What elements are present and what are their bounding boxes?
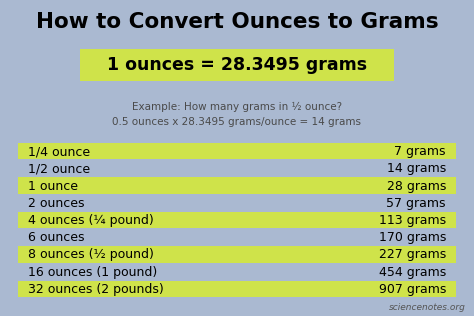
Text: 227 grams: 227 grams [379, 248, 446, 261]
Text: 14 grams: 14 grams [387, 162, 446, 175]
Text: 6 ounces: 6 ounces [28, 231, 84, 244]
Bar [80, 49, 394, 81]
Bar [18, 178, 456, 194]
Text: 1/4 ounce: 1/4 ounce [28, 145, 90, 158]
Text: 1 ounces = 28.3495 grams: 1 ounces = 28.3495 grams [107, 56, 367, 74]
Text: 0.5 ounces x 28.3495 grams/ounce = 14 grams: 0.5 ounces x 28.3495 grams/ounce = 14 gr… [112, 117, 362, 127]
Text: 1 ounce: 1 ounce [28, 179, 78, 192]
Text: How to Convert Ounces to Grams: How to Convert Ounces to Grams [36, 12, 438, 32]
Text: Example: How many grams in ½ ounce?: Example: How many grams in ½ ounce? [132, 102, 342, 112]
Text: 454 grams: 454 grams [379, 266, 446, 279]
Text: 907 grams: 907 grams [379, 283, 446, 296]
Text: 32 ounces (2 pounds): 32 ounces (2 pounds) [28, 283, 164, 296]
Text: 57 grams: 57 grams [386, 197, 446, 210]
Bar [18, 212, 456, 228]
Text: 28 grams: 28 grams [387, 179, 446, 192]
Text: 170 grams: 170 grams [379, 231, 446, 244]
Text: 7 grams: 7 grams [394, 145, 446, 158]
Text: 4 ounces (¼ pound): 4 ounces (¼ pound) [28, 214, 154, 227]
Text: 113 grams: 113 grams [379, 214, 446, 227]
Text: 16 ounces (1 pound): 16 ounces (1 pound) [28, 266, 157, 279]
Bar [18, 246, 456, 263]
Bar [18, 281, 456, 297]
Text: 8 ounces (½ pound): 8 ounces (½ pound) [28, 248, 154, 261]
Text: 1/2 ounce: 1/2 ounce [28, 162, 90, 175]
Bar [18, 143, 456, 159]
Text: 2 ounces: 2 ounces [28, 197, 84, 210]
Text: sciencenotes.org: sciencenotes.org [389, 303, 466, 312]
